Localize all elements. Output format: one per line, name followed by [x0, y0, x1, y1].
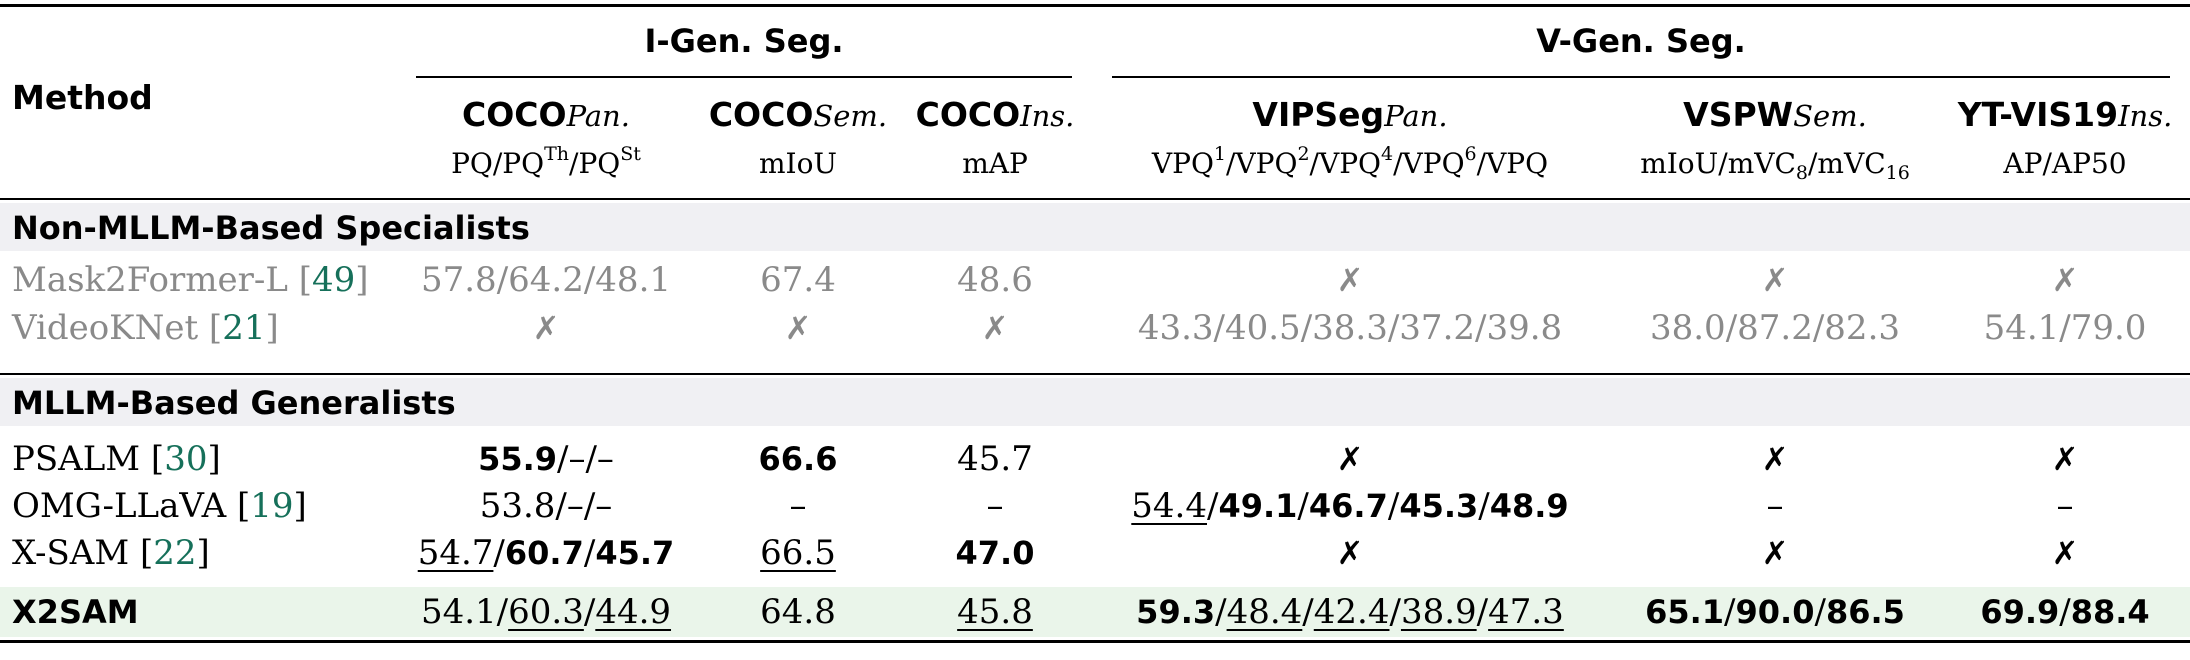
table-cell: ✗: [2051, 261, 2079, 299]
video-group-header: V-Gen. Seg.: [1536, 22, 1746, 60]
table-cell: 64.8: [760, 592, 836, 632]
column-dataset-5: VSPWSem.: [1683, 95, 1867, 134]
column-metric-1: PQ/PQTh/PQSt: [451, 143, 641, 181]
table-cell: ✗: [1761, 261, 1789, 299]
table-cell: –: [2056, 486, 2074, 526]
section-band: [0, 203, 2190, 251]
method-name: X-SAM [22]: [12, 533, 210, 573]
section-band: [0, 378, 2190, 426]
table-cell: 54.1/79.0: [1983, 308, 2147, 348]
column-dataset-3: COCOIns.: [915, 95, 1075, 134]
image-group-header: I-Gen. Seg.: [644, 22, 844, 60]
top-rule: [0, 4, 2190, 7]
column-metric-6: AP/AP50: [2003, 147, 2127, 180]
table-cell: –: [1766, 486, 1784, 526]
citation-link[interactable]: 19: [250, 486, 294, 526]
table-row: VideoKNet [21] ✗ ✗ ✗ 43.3/40.5/38.3/37.2/39.…: [0, 303, 2190, 353]
section-rule: [0, 373, 2190, 375]
section-title: MLLM-Based Generalists: [12, 384, 456, 422]
citation-link[interactable]: 30: [164, 439, 208, 479]
method-name: Mask2Former-L [49]: [12, 260, 369, 300]
method-name: X2SAM: [12, 593, 139, 631]
table-cell: 66.5: [760, 533, 836, 573]
table-row: PSALM [30] 55.9/–/– 66.6 45.7 ✗ ✗ ✗: [0, 434, 2190, 484]
table-cell: 67.4: [760, 260, 836, 300]
table-cell: 54.7/60.7/45.7: [417, 533, 675, 573]
table-cell: 66.6: [758, 440, 838, 478]
table-cell: 45.7: [957, 439, 1033, 479]
table-cell: –: [986, 486, 1004, 526]
table-cell: 69.9/88.4: [1980, 592, 2150, 632]
table-cell: 59.3/48.4/42.4/38.9/47.3: [1136, 592, 1564, 632]
table-cell: 45.8: [957, 592, 1033, 632]
column-dataset-1: COCOPan.: [462, 95, 630, 134]
table-cell: 55.9/–/–: [478, 439, 614, 479]
table-cell: 47.0: [955, 534, 1035, 572]
table-cell: 57.8/64.2/48.1: [420, 260, 672, 300]
table-cell: ✗: [2051, 534, 2079, 572]
table-cell: ✗: [2051, 440, 2079, 478]
column-metric-5: mIoU/mVC8/mVC16: [1640, 147, 1910, 184]
table-cell: ✗: [1336, 261, 1364, 299]
bottom-rule: [0, 640, 2190, 643]
header-rule: [0, 198, 2190, 200]
table-cell: ✗: [1761, 534, 1789, 572]
table-row: X-SAM [22] 54.7/60.7/45.7 66.5 47.0 ✗ ✗ ✗: [0, 528, 2190, 578]
table-cell: ✗: [532, 309, 560, 347]
video-group-rule: [1112, 76, 2170, 78]
citation-link[interactable]: 21: [222, 308, 266, 348]
table-cell: ✗: [981, 309, 1009, 347]
table-cell: ✗: [784, 309, 812, 347]
citation-link[interactable]: 22: [153, 533, 197, 573]
table-cell: ✗: [1761, 440, 1789, 478]
column-metric-3: mAP: [962, 147, 1028, 180]
image-group-rule: [416, 76, 1072, 78]
column-metric-2: mIoU: [758, 147, 838, 180]
method-name: OMG-LLaVA [19]: [12, 486, 307, 526]
column-dataset-6: YT-VIS19Ins.: [1957, 95, 2173, 134]
table-cell: –: [789, 486, 807, 526]
method-name: VideoKNet [21]: [12, 308, 279, 348]
table-cell: 53.8/–/–: [479, 486, 613, 526]
method-header: Method: [12, 78, 153, 117]
table-cell: ✗: [1336, 440, 1364, 478]
citation-link[interactable]: 49: [311, 260, 356, 300]
table-cell: 48.6: [957, 260, 1033, 300]
table-cell: ✗: [1336, 534, 1364, 572]
column-dataset-4: VIPSegPan.: [1252, 95, 1448, 134]
table-cell: 65.1/90.0/86.5: [1645, 592, 1905, 632]
table-cell: 54.4/49.1/46.7/45.3/48.9: [1131, 486, 1569, 526]
method-name: PSALM [30]: [12, 439, 221, 479]
section-title: Non-MLLM-Based Specialists: [12, 209, 530, 247]
table-cell: 43.3/40.5/38.3/37.2/39.8: [1137, 308, 1563, 348]
table-row: X2SAM 54.1/60.3/44.9 64.8 45.8 59.3/48.4/42.…: [0, 587, 2190, 637]
table-cell: 54.1/60.3/44.9: [420, 592, 672, 632]
table-row: OMG-LLaVA [19] 53.8/–/– – – 54.4/49.1/46.7/4…: [0, 481, 2190, 531]
table-cell: 38.0/87.2/82.3: [1649, 308, 1901, 348]
table-row: Mask2Former-L [49] 57.8/64.2/48.1 67.4 48.6…: [0, 255, 2190, 305]
column-metric-4: VPQ1/VPQ2/VPQ4/VPQ6/VPQ: [1151, 143, 1549, 181]
column-dataset-2: COCOSem.: [708, 95, 888, 134]
